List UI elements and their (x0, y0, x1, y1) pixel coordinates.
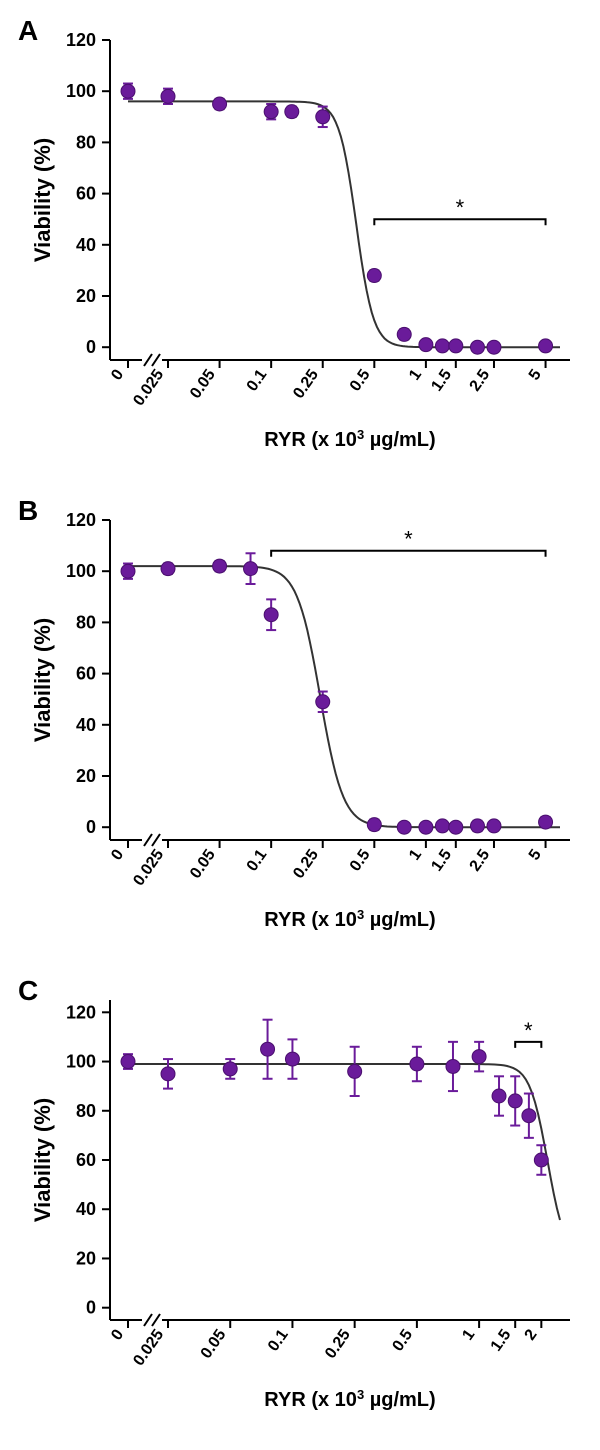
panel-b: B020406080100120Viability (%)00.0250.050… (0, 490, 600, 960)
svg-text:1: 1 (406, 846, 425, 863)
svg-text:0.5: 0.5 (389, 1326, 416, 1354)
svg-text:0.5: 0.5 (347, 366, 374, 394)
svg-text:1: 1 (459, 1326, 478, 1343)
svg-text:120: 120 (66, 30, 96, 50)
chart-svg: 020406080100120Viability (%)00.0250.050.… (0, 490, 600, 960)
svg-text:60: 60 (76, 1150, 96, 1170)
svg-text:5: 5 (526, 846, 545, 863)
svg-text:1: 1 (406, 366, 425, 383)
svg-text:0.05: 0.05 (187, 366, 219, 401)
panel-a: A020406080100120Viability (%)00.0250.050… (0, 10, 600, 480)
svg-text:20: 20 (76, 766, 96, 786)
svg-text:2.5: 2.5 (467, 846, 494, 874)
panel-letter: A (18, 15, 38, 47)
svg-text:Viability (%): Viability (%) (30, 618, 55, 742)
chart-svg: 020406080100120Viability (%)00.0250.050.… (0, 10, 600, 480)
panel-letter: C (18, 975, 38, 1007)
svg-text:0.5: 0.5 (347, 846, 374, 874)
svg-text:120: 120 (66, 1002, 96, 1022)
svg-text:0.025: 0.025 (130, 366, 167, 409)
svg-text:0: 0 (108, 1326, 127, 1343)
svg-text:0.025: 0.025 (130, 1326, 167, 1369)
figure-container: A020406080100120Viability (%)00.0250.050… (0, 0, 600, 1450)
svg-text:80: 80 (76, 612, 96, 632)
svg-text:100: 100 (66, 561, 96, 581)
svg-text:*: * (404, 527, 413, 552)
svg-text:80: 80 (76, 1101, 96, 1121)
svg-text:2.5: 2.5 (467, 366, 494, 394)
svg-text:0.1: 0.1 (265, 1326, 292, 1354)
svg-text:0.05: 0.05 (198, 1326, 230, 1361)
svg-text:1.5: 1.5 (428, 846, 455, 874)
svg-text:20: 20 (76, 1248, 96, 1268)
svg-text:0: 0 (86, 1298, 96, 1318)
svg-text:0: 0 (86, 817, 96, 837)
svg-text:100: 100 (66, 1052, 96, 1072)
svg-text:RYR (x 103 µg/mL): RYR (x 103 µg/mL) (264, 907, 435, 932)
svg-text:40: 40 (76, 715, 96, 735)
svg-text:0: 0 (86, 337, 96, 357)
svg-text:0.25: 0.25 (290, 366, 322, 401)
svg-text:1.5: 1.5 (488, 1326, 515, 1354)
svg-text:120: 120 (66, 510, 96, 530)
svg-text:Viability (%): Viability (%) (30, 138, 55, 262)
svg-text:0.025: 0.025 (130, 846, 167, 889)
chart-svg: 020406080100120Viability (%)00.0250.050.… (0, 970, 600, 1440)
svg-text:1.5: 1.5 (428, 366, 455, 394)
svg-text:80: 80 (76, 132, 96, 152)
svg-text:RYR (x 103 µg/mL): RYR (x 103 µg/mL) (264, 427, 435, 452)
svg-text:RYR (x 103 µg/mL): RYR (x 103 µg/mL) (264, 1387, 435, 1412)
svg-text:Viability (%): Viability (%) (30, 1098, 55, 1222)
svg-text:20: 20 (76, 286, 96, 306)
svg-text:*: * (524, 1018, 533, 1043)
svg-text:100: 100 (66, 81, 96, 101)
svg-text:40: 40 (76, 235, 96, 255)
svg-text:0.05: 0.05 (187, 846, 219, 881)
svg-text:2: 2 (522, 1326, 541, 1343)
svg-text:*: * (456, 195, 465, 220)
svg-text:0: 0 (108, 366, 127, 383)
svg-text:0: 0 (108, 846, 127, 863)
svg-text:60: 60 (76, 184, 96, 204)
svg-text:60: 60 (76, 664, 96, 684)
svg-text:40: 40 (76, 1199, 96, 1219)
svg-text:5: 5 (526, 366, 545, 383)
svg-text:0.1: 0.1 (244, 846, 271, 874)
panel-letter: B (18, 495, 38, 527)
panel-c: C020406080100120Viability (%)00.0250.050… (0, 970, 600, 1440)
svg-text:0.1: 0.1 (244, 366, 271, 394)
svg-text:0.25: 0.25 (290, 846, 322, 881)
svg-text:0.25: 0.25 (322, 1326, 354, 1361)
